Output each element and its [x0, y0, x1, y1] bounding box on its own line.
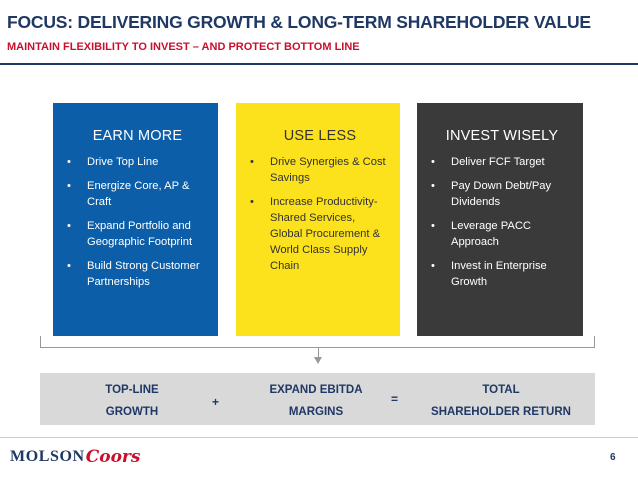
list-item-text: Energize Core, AP & Craft: [87, 180, 190, 208]
list-item: • Leverage PACC Approach: [431, 218, 573, 250]
footer-divider: [0, 437, 638, 438]
list-item: • Drive Synergies & Cost Savings: [250, 154, 390, 186]
header-divider: [0, 63, 638, 65]
panel-title: USE LESS: [283, 128, 357, 144]
panel-use-less: USE LESS • Drive Synergies & Cost Savings…: [236, 103, 400, 336]
molson-coors-logo: MOLSON Coors: [10, 444, 140, 470]
arrow-stem: [318, 348, 319, 358]
list-item-text: Expand Portfolio and Geographic Footprin…: [87, 220, 193, 248]
list-item: • Deliver FCF Target: [431, 154, 573, 170]
list-item-text: Leverage PACC Approach: [451, 220, 532, 248]
list-item-text: Deliver FCF Target: [451, 156, 545, 168]
bullet-list: • Drive Synergies & Cost Savings • Increas…: [250, 154, 390, 274]
panel-title: EARN MORE: [92, 128, 183, 144]
summary-line: GROWTH: [105, 406, 159, 418]
list-item-text: Drive Synergies & Cost Savings: [270, 156, 386, 184]
list-item-text: Drive Top Line: [87, 156, 159, 168]
summary-equation-bar: TOP-LINE GROWTH + EXPAND EBITDA MARGINS …: [40, 373, 595, 425]
list-item-text: Build Strong Customer Partnerships: [87, 260, 200, 288]
bullet-icon: •: [431, 180, 435, 192]
bullet-icon: •: [431, 156, 435, 168]
bracket-connector: [40, 336, 595, 348]
list-item-text: Pay Down Debt/Pay Dividends: [451, 180, 552, 208]
summary-line: SHAREHOLDER RETURN: [431, 406, 571, 418]
bullet-icon: •: [250, 156, 254, 168]
list-item: • Invest in Enterprise Growth: [431, 258, 573, 290]
summary-top-line-growth: TOP-LINE GROWTH: [86, 379, 178, 423]
summary-total-return: TOTAL SHAREHOLDER RETURN: [423, 379, 579, 423]
list-item: • Drive Top Line: [67, 154, 208, 170]
panel-title: INVEST WISELY: [445, 128, 559, 144]
slide-title: FOCUS: DELIVERING GROWTH & LONG-TERM SHA…: [7, 12, 591, 32]
summary-line: TOP-LINE: [105, 384, 159, 396]
panel-earn-more: EARN MORE • Drive Top Line • Energize Core…: [53, 103, 218, 336]
bullet-icon: •: [67, 156, 71, 168]
list-item: • Energize Core, AP & Craft: [67, 178, 208, 210]
logo-wordmark-molson: MOLSON: [10, 448, 85, 465]
logo-wordmark-coors: Coors: [85, 447, 141, 467]
list-item: • Increase Productivity-Shared Services, …: [250, 194, 390, 274]
list-item-text: Increase Productivity-Shared Services, G…: [270, 196, 381, 272]
arrow-down-icon: [314, 357, 322, 364]
bullet-list: • Deliver FCF Target • Pay Down Debt/Pay D…: [431, 154, 573, 290]
bullet-icon: •: [431, 260, 435, 272]
slide-subtitle: MAINTAIN FLEXIBILITY TO INVEST – AND PRO…: [7, 41, 360, 53]
equals-operator: =: [391, 392, 399, 406]
list-item: • Build Strong Customer Partnerships: [67, 258, 208, 290]
list-item-text: Invest in Enterprise Growth: [451, 260, 547, 288]
bullet-icon: •: [67, 180, 71, 192]
plus-operator: +: [212, 395, 220, 409]
bullet-icon: •: [250, 196, 254, 208]
bullet-icon: •: [67, 260, 71, 272]
list-item: • Expand Portfolio and Geographic Footpri…: [67, 218, 208, 250]
list-item: • Pay Down Debt/Pay Dividends: [431, 178, 573, 210]
bullet-icon: •: [431, 220, 435, 232]
panel-invest-wisely: INVEST WISELY • Deliver FCF Target • Pay D…: [417, 103, 583, 336]
summary-line: TOTAL: [482, 384, 520, 396]
slide-header: FOCUS: DELIVERING GROWTH & LONG-TERM SHA…: [0, 0, 638, 65]
summary-expand-ebitda: EXPAND EBITDA MARGINS: [255, 379, 377, 423]
bullet-list: • Drive Top Line • Energize Core, AP & Cra…: [67, 154, 208, 290]
bullet-icon: •: [67, 220, 71, 232]
summary-line: EXPAND EBITDA: [269, 384, 363, 396]
summary-line: MARGINS: [288, 406, 344, 418]
page-number: 6: [610, 452, 616, 463]
